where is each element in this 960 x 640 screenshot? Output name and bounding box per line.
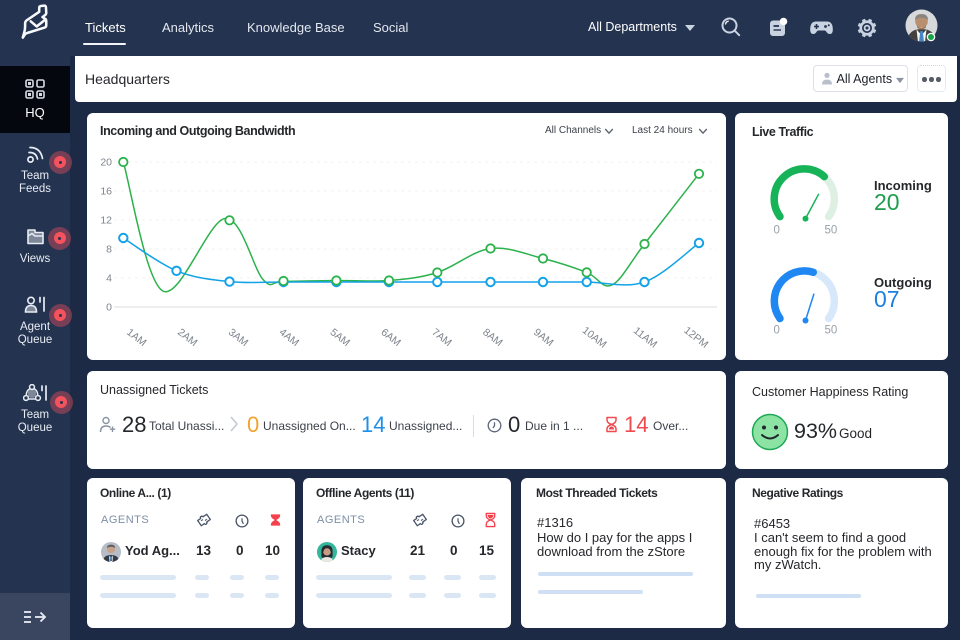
svg-text:4: 4 (106, 273, 112, 285)
svg-text:3AM: 3AM (226, 326, 250, 349)
svg-text:0: 0 (774, 225, 780, 237)
svg-text:2AM: 2AM (175, 326, 199, 349)
svg-text:50: 50 (825, 225, 838, 237)
svg-text:6AM: 6AM (379, 326, 403, 349)
svg-text:11AM: 11AM (631, 325, 659, 351)
svg-text:50: 50 (825, 325, 838, 337)
svg-text:10AM: 10AM (580, 324, 609, 350)
svg-text:0: 0 (774, 325, 780, 337)
svg-text:1AM: 1AM (124, 326, 148, 349)
svg-text:12PM: 12PM (681, 324, 710, 350)
svg-text:8: 8 (106, 244, 112, 256)
svg-text:5AM: 5AM (328, 326, 352, 349)
svg-text:20: 20 (100, 157, 112, 169)
svg-text:4AM: 4AM (277, 326, 301, 349)
svg-text:16: 16 (100, 186, 112, 198)
svg-text:0: 0 (106, 302, 112, 314)
svg-text:8AM: 8AM (480, 326, 504, 349)
svg-text:12: 12 (100, 215, 112, 227)
svg-text:7AM: 7AM (429, 326, 453, 349)
svg-text:9AM: 9AM (531, 326, 555, 349)
